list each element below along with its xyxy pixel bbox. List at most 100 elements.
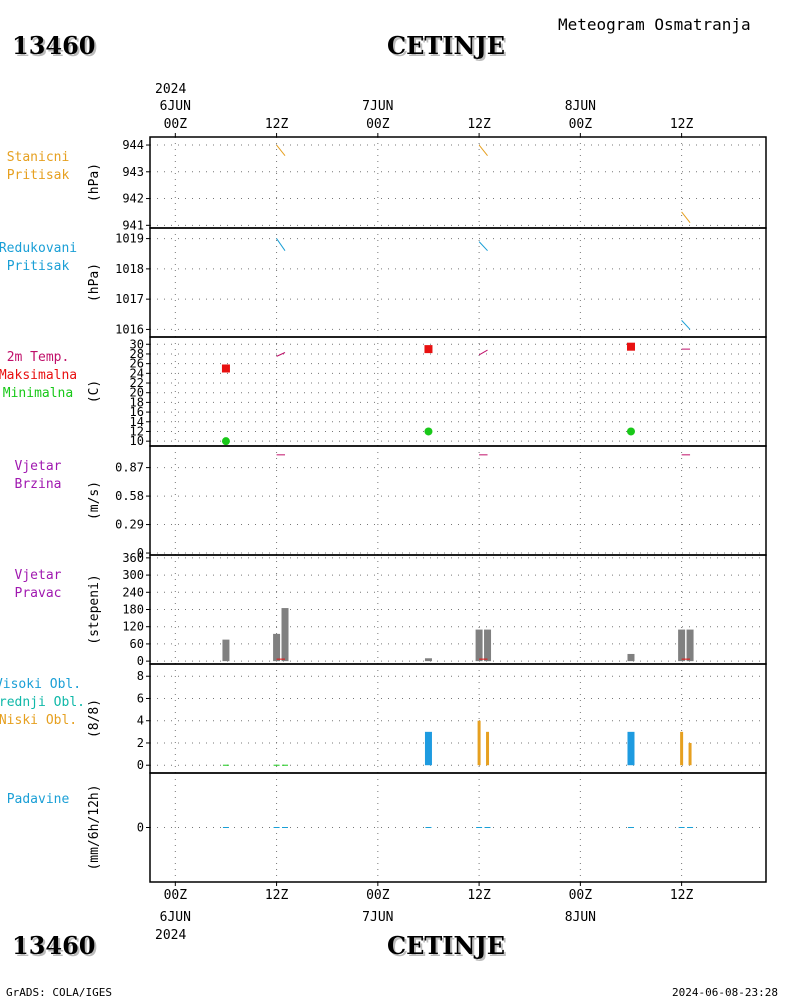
y-tick-label: 16 xyxy=(130,405,144,419)
y-tick-label: 14 xyxy=(130,415,144,429)
panel-vjetar_pravac: 0 60 120 180 240 300 360 (stepeni) Vjetar Pravac xyxy=(15,551,767,668)
panel-label: Vjetar xyxy=(15,459,62,474)
wind-direction-bar xyxy=(475,629,483,662)
panel-frame xyxy=(149,336,767,447)
top-hour-label: 00Z xyxy=(569,117,593,132)
cloud-bar xyxy=(486,731,490,766)
station-name: CETINJE xyxy=(387,31,505,60)
y-tick-label: 28 xyxy=(130,347,144,361)
panel-label: Pravac xyxy=(15,586,62,601)
cloud-bar xyxy=(477,720,481,766)
station-id: 13460 xyxy=(12,31,96,60)
panel-label: Visoki Obl. xyxy=(0,677,81,692)
wind-direction-bar xyxy=(627,653,635,662)
top-date-label: 6JUN xyxy=(160,99,191,114)
station-name-shadow: CETINJE xyxy=(389,33,507,62)
panel-redukovani: 1016 1017 1018 1019 (hPa) Redukovani Pritisak xyxy=(0,227,767,338)
y-tick-label: 1016 xyxy=(115,322,144,336)
y-tick-label: 4 xyxy=(137,714,144,728)
y-tick-label: 180 xyxy=(122,603,144,617)
cloud-bar xyxy=(680,731,684,766)
min-temp-marker xyxy=(424,427,433,436)
y-axis-unit: (mm/6h/12h) xyxy=(87,784,102,870)
chart-title: Meteogram Osmatranja xyxy=(558,15,751,34)
max-temp-marker xyxy=(626,342,635,351)
data-segment xyxy=(478,241,488,252)
bottom-date-label: 7JUN xyxy=(362,910,393,925)
y-tick-label: 944 xyxy=(122,138,144,152)
max-temp-marker xyxy=(221,364,230,373)
temperature-segment xyxy=(276,352,286,357)
data-segment xyxy=(681,211,691,223)
top-hour-label: 12Z xyxy=(467,117,491,132)
wind-direction-bar xyxy=(281,608,289,662)
y-tick-label: 0 xyxy=(137,654,144,668)
panel-label: Srednji Obl. xyxy=(0,695,85,710)
panel-label: Padavine xyxy=(7,792,70,807)
y-tick-label: 2 xyxy=(137,736,144,750)
panel-label: Brzina xyxy=(15,477,62,492)
bottom-hour-label: 00Z xyxy=(164,888,188,903)
y-tick-label: 0.58 xyxy=(115,489,144,503)
y-axis-unit: (hPa) xyxy=(87,163,102,202)
panel-frame xyxy=(149,445,767,556)
y-axis-unit: (m/s) xyxy=(87,481,102,520)
panel-frame xyxy=(149,663,767,774)
data-segment xyxy=(276,238,286,251)
y-tick-label: 360 xyxy=(122,551,144,565)
panel-label: Minimalna xyxy=(3,386,73,401)
top-hour-label: 12Z xyxy=(670,117,694,132)
y-tick-label: 240 xyxy=(122,585,144,599)
panel-label: Pritisak xyxy=(7,168,70,183)
y-tick-label: 30 xyxy=(130,337,144,351)
footer-station-id: 13460 xyxy=(12,931,96,960)
y-tick-label: 0 xyxy=(137,758,144,772)
footer-station-id-shadow: 13460 xyxy=(14,933,98,962)
panel-label: 2m Temp. xyxy=(7,350,70,365)
wind-direction-bar xyxy=(424,658,432,662)
y-tick-label: 24 xyxy=(130,366,144,380)
y-tick-label: 942 xyxy=(122,192,144,206)
cloud-bar xyxy=(627,731,635,766)
footer-station-name: CETINJE xyxy=(387,931,505,960)
top-hour-label: 00Z xyxy=(164,117,188,132)
y-axis-unit: (stepeni) xyxy=(87,574,102,644)
cloud-bar xyxy=(424,731,432,766)
bottom-hour-label: 00Z xyxy=(569,888,593,903)
bottom-year-label: 2024 xyxy=(155,928,186,943)
y-tick-label: 60 xyxy=(130,637,144,651)
panel-label: Pritisak xyxy=(7,259,70,274)
panel-frame xyxy=(149,227,767,338)
y-tick-label: 300 xyxy=(122,568,144,582)
footer-station-name-shadow: CETINJE xyxy=(389,933,507,962)
y-tick-label: 20 xyxy=(130,386,144,400)
y-tick-label: 22 xyxy=(130,376,144,390)
top-date-label: 8JUN xyxy=(565,99,596,114)
y-tick-label: 120 xyxy=(122,620,144,634)
station-id-shadow: 13460 xyxy=(14,33,98,62)
y-tick-label: 1017 xyxy=(115,292,144,306)
bottom-hour-label: 12Z xyxy=(670,888,694,903)
y-tick-label: 0.87 xyxy=(115,461,144,475)
y-tick-label: 12 xyxy=(130,424,144,438)
min-temp-marker xyxy=(626,427,635,436)
top-hour-label: 00Z xyxy=(366,117,390,132)
y-tick-label: 1018 xyxy=(115,262,144,276)
panels-group: 941942943944(hPa)StanicniPritisak1016101… xyxy=(0,136,767,883)
bottom-date-label: 8JUN xyxy=(565,910,596,925)
panel-padavine: 0 (mm/6h/12h) Padavine xyxy=(7,772,767,883)
temperature-segment xyxy=(478,349,488,356)
y-tick-label: 0 xyxy=(137,546,144,560)
bottom-hour-label: 12Z xyxy=(265,888,289,903)
bottom-hour-label: 12Z xyxy=(467,888,491,903)
y-tick-label: 941 xyxy=(122,218,144,232)
y-tick-label: 18 xyxy=(130,395,144,409)
y-tick-label: 943 xyxy=(122,165,144,179)
credit-text: GrADS: COLA/IGES xyxy=(6,986,112,999)
panel-oblaci: 0 2 4 6 8 (8/8) Visoki Obl. Srednji Obl. Niski O… xyxy=(0,663,767,774)
time-axis-labels: 00Z 00Z 6JUN 6JUN 12Z 12Z 00Z 00Z 7JUN 7JUN 12Z 12Z… xyxy=(160,99,694,925)
bottom-date-label: 6JUN xyxy=(160,910,191,925)
bottom-hour-label: 00Z xyxy=(366,888,390,903)
